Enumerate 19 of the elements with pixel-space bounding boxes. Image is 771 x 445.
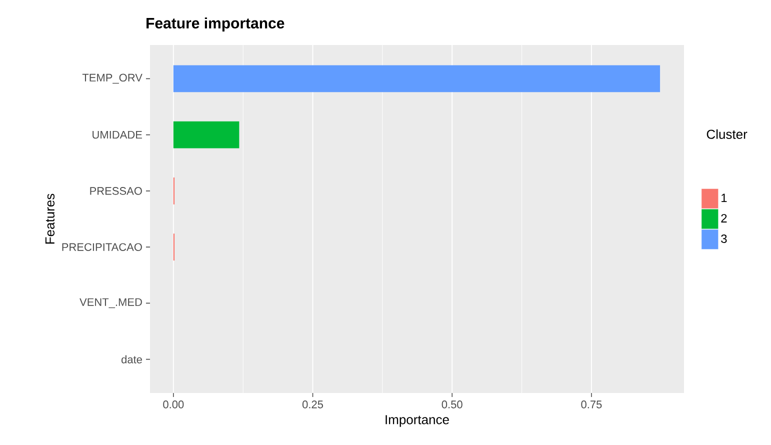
x-tick-label: 0.00 bbox=[163, 400, 184, 408]
x-tick-label: 0.25 bbox=[302, 400, 323, 408]
x-tick-label: 0.50 bbox=[442, 400, 462, 408]
y-axis-title: Features bbox=[45, 194, 55, 244]
y-tick-label: date bbox=[122, 355, 142, 364]
y-tick-label: TEMP_ORV bbox=[82, 74, 142, 84]
y-tick-label: PRESSAO bbox=[90, 187, 142, 195]
chart-title: Feature importance bbox=[146, 17, 284, 32]
y-tick-label: UMIDADE bbox=[92, 130, 142, 139]
bar bbox=[173, 121, 240, 148]
y-tick-label: PRECIPITACAO bbox=[62, 243, 142, 251]
legend-label: 3 bbox=[721, 234, 727, 243]
x-axis-title: Importance bbox=[386, 415, 449, 427]
legend-title: Cluster bbox=[706, 129, 748, 139]
legend-label: 2 bbox=[721, 214, 727, 222]
legend-label: 1 bbox=[722, 194, 727, 202]
bar bbox=[173, 65, 660, 92]
y-tick-label: VENT_.MED bbox=[80, 298, 142, 308]
x-tick-label: 0.75 bbox=[581, 400, 602, 408]
